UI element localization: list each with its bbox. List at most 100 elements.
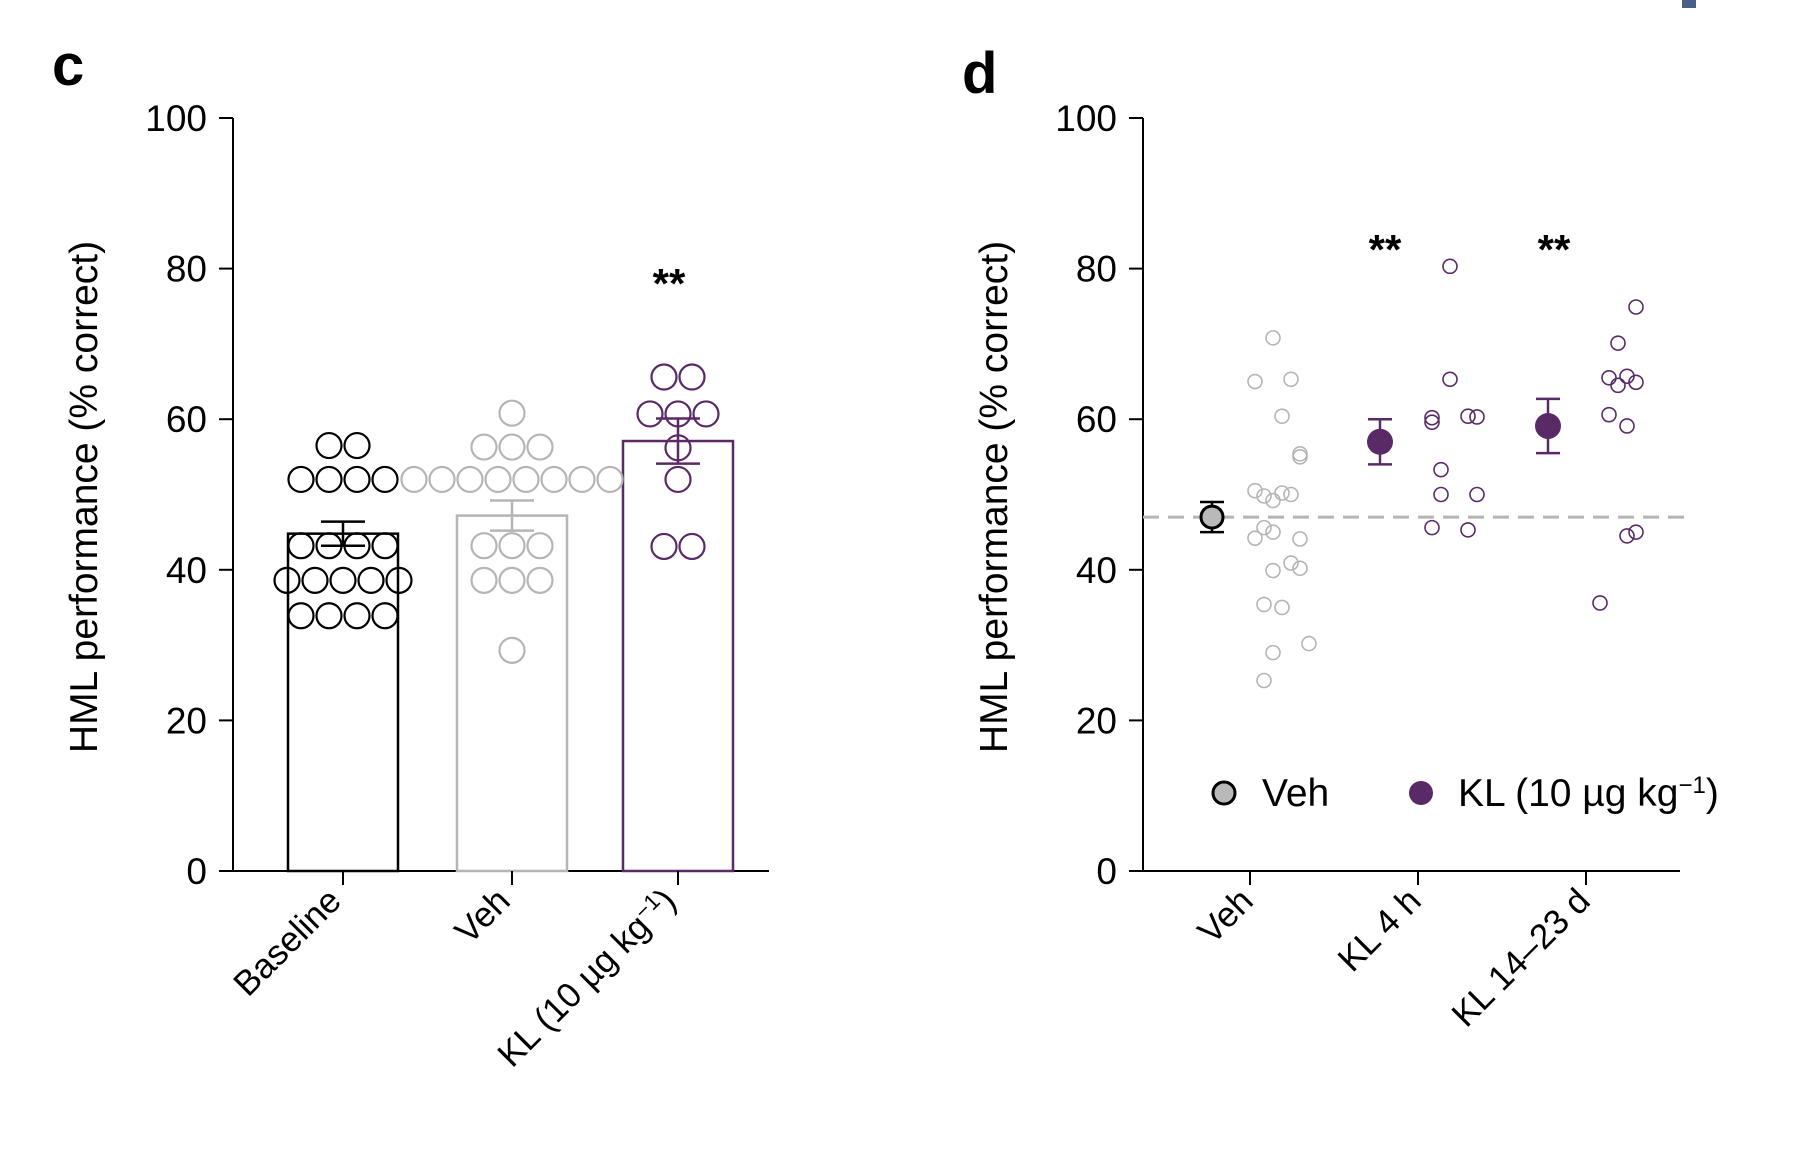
point-d-kl-4-h	[1424, 414, 1440, 431]
y-tick-label-d-60: 60	[1076, 399, 1117, 440]
panel-d: d HML performance (% correct) 0 20 40 60 80 1…	[962, 41, 1719, 1034]
point-c-baseline	[287, 532, 315, 560]
point-d-veh	[1292, 449, 1308, 465]
point-d-kl-4-h	[1433, 486, 1449, 503]
x-tick-label-c-veh: Veh	[447, 881, 517, 951]
point-c-baseline	[343, 431, 371, 460]
y-tick-label-d-80: 80	[1076, 249, 1117, 290]
point-c-baseline	[273, 566, 301, 594]
point-c-veh	[470, 532, 498, 560]
significance-c-kl: **	[653, 260, 686, 307]
point-d-kl-14-23-d	[1592, 595, 1608, 611]
point-c-veh	[428, 465, 456, 494]
x-tick-label-c-kl: KL (10 µg kg−1)	[489, 880, 684, 1075]
point-d-kl-4-h	[1433, 461, 1449, 478]
point-d-veh	[1265, 562, 1281, 579]
legend-label-kl: KL (10 µg kg−1)	[1458, 772, 1719, 816]
y-tick-label-d-100: 100	[1055, 98, 1117, 139]
y-tick-label-d-0: 0	[1096, 851, 1117, 892]
point-d-veh	[1265, 330, 1281, 346]
point-d-kl-4-h	[1442, 371, 1458, 388]
header-color-fragment	[1682, 0, 1696, 8]
point-c-kl-10-g-kg	[664, 400, 692, 428]
point-d-kl-4-h	[1424, 519, 1440, 536]
point-c-baseline	[371, 532, 399, 560]
point-d-veh	[1301, 635, 1317, 652]
points-c	[273, 363, 720, 664]
point-c-veh	[596, 465, 624, 494]
error-bars-c	[321, 417, 700, 547]
point-d-veh	[1256, 519, 1272, 536]
point-c-kl-10-g-kg	[636, 400, 664, 428]
point-c-veh	[470, 433, 498, 461]
y-tick-label-c-0: 0	[186, 851, 207, 892]
x-tick-label-d-kl4h: KL 4 h	[1330, 881, 1428, 979]
point-c-veh	[498, 399, 526, 427]
point-c-kl-10-g-kg	[678, 363, 706, 391]
point-c-veh	[526, 433, 554, 461]
points-d	[1247, 258, 1644, 689]
point-c-baseline	[315, 465, 343, 494]
point-c-baseline	[329, 566, 357, 594]
x-tick-label-d-kl14: KL 14–23 d	[1444, 881, 1597, 1034]
point-c-baseline	[343, 602, 371, 630]
legend-d: Veh KL (10 µg kg−1)	[1211, 772, 1719, 816]
point-d-veh	[1265, 524, 1281, 540]
y-axis-label-d: HML performance (% correct)	[973, 241, 1016, 753]
x-ticks-d	[1249, 871, 1587, 885]
point-d-kl-14-23-d	[1619, 528, 1635, 544]
point-c-kl-10-g-kg	[650, 532, 678, 561]
point-c-baseline	[371, 602, 399, 630]
point-c-veh	[512, 465, 540, 494]
point-c-baseline	[315, 431, 343, 460]
point-c-veh	[526, 566, 554, 594]
bar-baseline	[286, 532, 400, 873]
point-d-veh	[1292, 531, 1308, 547]
point-c-veh	[484, 465, 512, 494]
point-c-baseline	[287, 602, 315, 630]
point-c-kl-10-g-kg	[650, 363, 678, 391]
point-d-veh	[1247, 373, 1263, 390]
y-tick-label-c-20: 20	[166, 700, 207, 741]
bars-c	[286, 439, 735, 873]
point-d-kl-14-23-d	[1601, 369, 1617, 386]
point-d-kl-4-h	[1460, 522, 1476, 538]
point-d-kl-14-23-d	[1628, 374, 1644, 391]
panel-label-d: d	[962, 41, 997, 106]
point-c-baseline	[343, 532, 371, 560]
point-c-baseline	[301, 566, 329, 594]
point-c-baseline	[315, 602, 343, 630]
point-d-kl-14-23-d	[1610, 377, 1626, 394]
point-d-kl-14-23-d	[1628, 524, 1644, 540]
point-d-veh	[1247, 530, 1263, 546]
point-c-veh	[498, 636, 526, 664]
y-tick-label-c-80: 80	[166, 249, 207, 290]
point-c-veh	[498, 566, 526, 594]
point-d-veh	[1256, 672, 1272, 689]
y-ticks-d: 0 20 40 60 80 100	[1055, 98, 1143, 892]
point-d-kl-4-h	[1460, 408, 1476, 424]
point-c-baseline	[315, 532, 343, 560]
x-tick-label-d-veh: Veh	[1190, 881, 1260, 951]
point-d-veh	[1283, 486, 1299, 503]
point-d-kl-4-h	[1469, 486, 1485, 503]
point-d-veh	[1292, 560, 1308, 577]
point-c-baseline	[287, 465, 315, 494]
point-c-kl-10-g-kg	[664, 465, 692, 494]
point-c-kl-10-g-kg	[692, 400, 720, 428]
point-d-kl-14-23-d	[1619, 418, 1635, 434]
point-d-veh	[1247, 482, 1263, 499]
panel-label-c: c	[52, 33, 84, 98]
point-c-veh	[568, 465, 596, 494]
point-c-veh	[456, 465, 484, 494]
point-d-kl-14-23-d	[1610, 335, 1626, 351]
point-d-veh	[1256, 596, 1272, 613]
point-d-veh	[1283, 371, 1299, 388]
point-d-veh	[1256, 488, 1272, 504]
point-d-kl-4-h	[1469, 409, 1485, 425]
bar-kl-10-g-kg	[621, 439, 735, 873]
point-c-veh	[498, 532, 526, 560]
mean-marker-d-kl-14-23-d	[1535, 412, 1561, 439]
y-tick-label-c-60: 60	[166, 399, 207, 440]
point-d-kl-4-h	[1442, 258, 1458, 275]
